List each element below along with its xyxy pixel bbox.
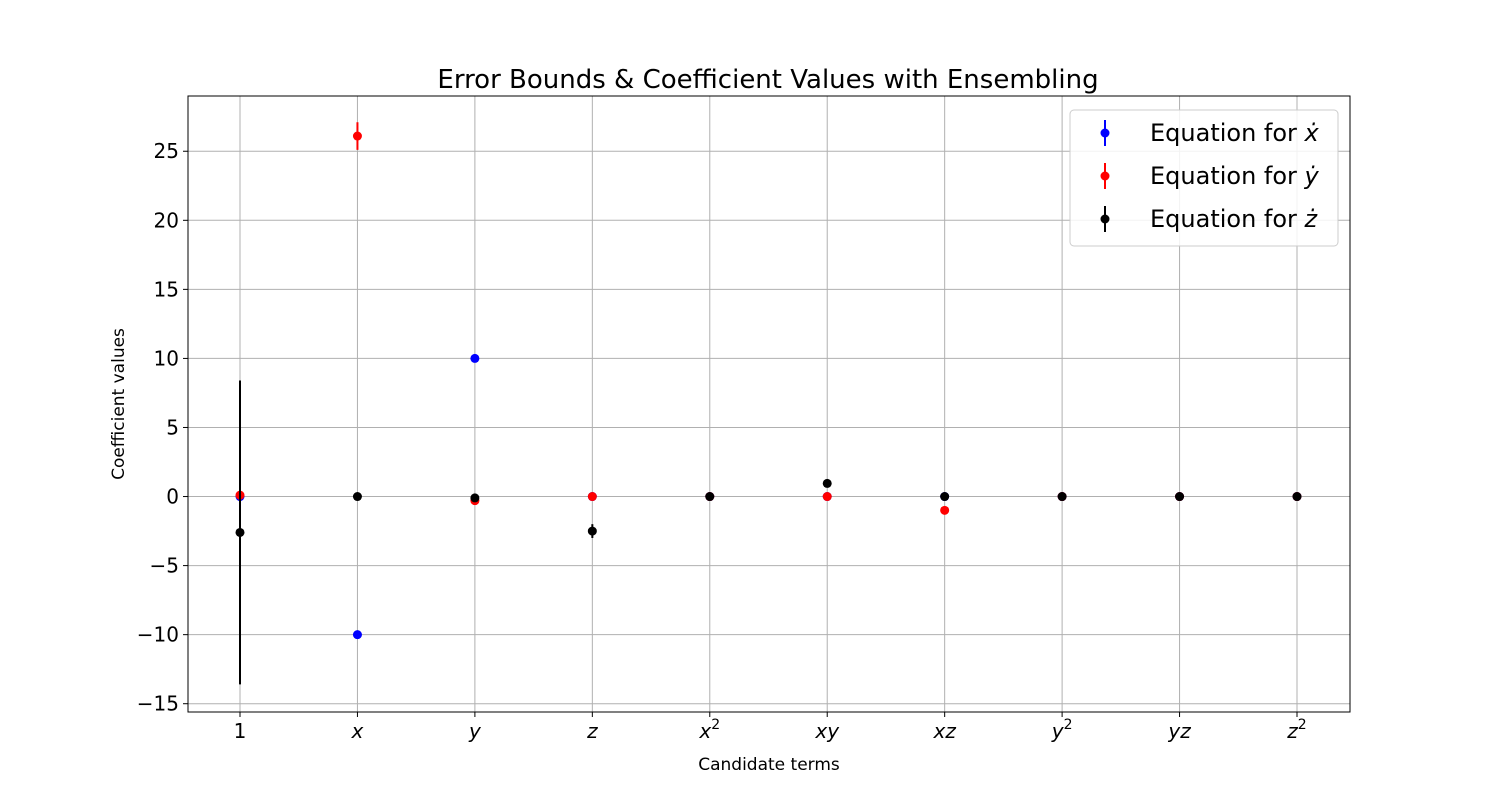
- data-point: [587, 526, 597, 536]
- y-tick-label: 5: [166, 415, 179, 439]
- x-tick-label: x2: [698, 717, 720, 743]
- legend-marker: [1100, 171, 1110, 181]
- legend-entry: Equation for ż: [1150, 205, 1319, 233]
- x-tick-label: y: [468, 719, 482, 743]
- y-axis-label: Coefficient values: [109, 328, 129, 480]
- data-point: [587, 492, 597, 502]
- data-point: [1175, 492, 1185, 502]
- plot-frame: [187, 95, 1351, 713]
- y-tick-label: 20: [154, 208, 179, 232]
- x-tick-label: xz: [932, 719, 956, 743]
- x-tick-label: y2: [1051, 717, 1073, 743]
- legend-entry: Equation for ẏ: [1150, 162, 1320, 190]
- y-tick-label: 10: [154, 346, 179, 370]
- x-tick-label: yz: [1167, 719, 1191, 743]
- y-tick-label: −10: [137, 623, 179, 647]
- x-tick-label: x: [351, 719, 364, 743]
- y-tick-label: 25: [154, 139, 179, 163]
- x-axis-label: Candidate terms: [698, 755, 840, 775]
- data-point: [352, 131, 362, 141]
- legend-entry: Equation for ẋ: [1150, 119, 1320, 147]
- legend-box: [1069, 109, 1339, 247]
- legend-marker: [1100, 128, 1110, 138]
- data-point: [470, 353, 480, 363]
- data-point: [470, 493, 480, 503]
- legend-marker: [1100, 214, 1110, 224]
- y-tick-label: 0: [166, 485, 179, 509]
- data-point: [705, 492, 715, 502]
- x-tick-label: z2: [1286, 717, 1306, 743]
- x-tick-label: 1: [234, 719, 247, 743]
- chart-title: Error Bounds & Coefficient Values with E…: [437, 65, 1098, 95]
- data-point: [822, 478, 832, 488]
- data-point: [822, 492, 832, 502]
- y-tick-label: −5: [150, 554, 179, 578]
- data-point: [352, 492, 362, 502]
- data-point: [235, 527, 245, 537]
- y-tick-label: 15: [154, 277, 179, 301]
- data-points: [235, 122, 1302, 685]
- data-point: [940, 505, 950, 515]
- y-tick-label: −15: [137, 692, 179, 716]
- grid-lines: [188, 96, 1350, 712]
- data-point: [1292, 492, 1302, 502]
- data-point: [352, 630, 362, 640]
- data-point: [940, 492, 950, 502]
- x-tick-label: z: [586, 719, 598, 743]
- x-tick-label: xy: [814, 719, 840, 743]
- data-point: [1057, 492, 1067, 502]
- legend: Equation for ẋ Equation for ẏ Equation f…: [1069, 109, 1339, 247]
